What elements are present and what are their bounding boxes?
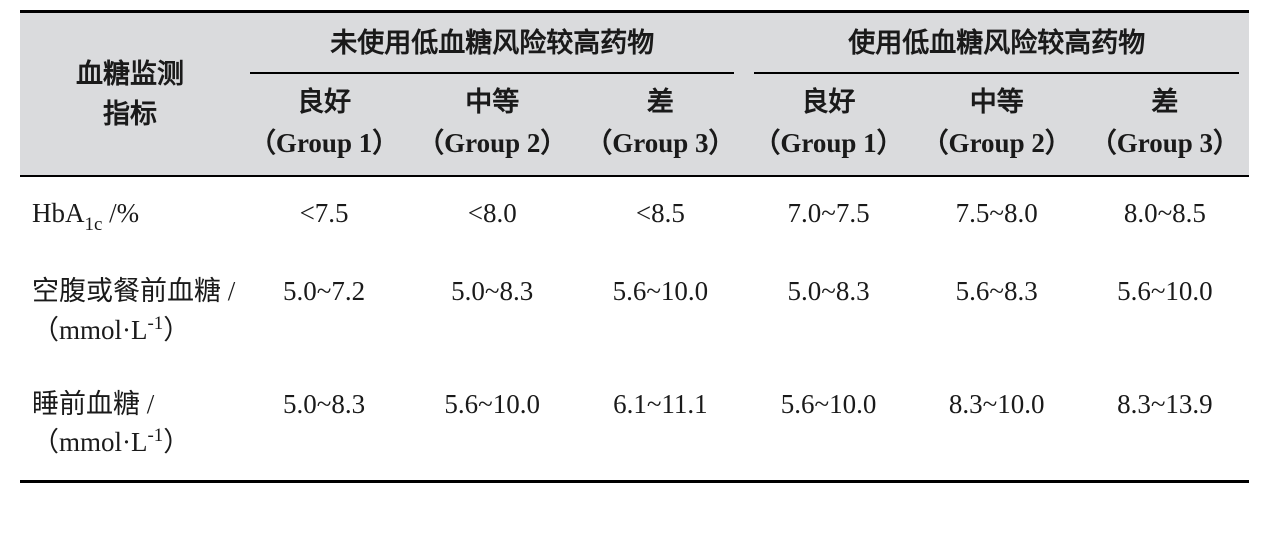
cell: <7.5 [240,176,408,255]
subhead-4-line2: （Group 1） [753,128,903,158]
cell: 8.3~10.0 [913,368,1081,482]
subhead-col-3: 差 （Group 3） [576,74,744,177]
subhead-2-line1: 中等 [465,87,519,117]
table-row: 空腹或餐前血糖 /（mmol·L-1） 5.0~7.2 5.0~8.3 5.6~… [20,255,1249,368]
subhead-col-1: 良好 （Group 1） [240,74,408,177]
row-label: 空腹或餐前血糖 /（mmol·L-1） [20,255,240,368]
table-header: 血糖监测 指标 未使用低血糖风险较高药物 使用低血糖风险较高药物 良好 （Gro… [20,12,1249,177]
subhead-3-line2: （Group 3） [585,128,735,158]
subhead-5-line1: 中等 [970,87,1024,117]
subhead-col-2: 中等 （Group 2） [408,74,576,177]
row-label: HbA1c /% [20,176,240,255]
row-label: 睡前血糖 /（mmol·L-1） [20,368,240,482]
spanner-with-risk: 使用低血糖风险较高药物 [744,12,1249,74]
subhead-5-line2: （Group 2） [922,128,1072,158]
table-body: HbA1c /% <7.5 <8.0 <8.5 7.0~7.5 7.5~8.0 … [20,176,1249,482]
subhead-3-line1: 差 [647,87,674,117]
subhead-col-6: 差 （Group 3） [1081,74,1249,177]
cell: 6.1~11.1 [576,368,744,482]
cell: 5.0~7.2 [240,255,408,368]
cell: 5.6~10.0 [408,368,576,482]
cell: 7.5~8.0 [913,176,1081,255]
table-row: 睡前血糖 /（mmol·L-1） 5.0~8.3 5.6~10.0 6.1~11… [20,368,1249,482]
cell: 8.3~13.9 [1081,368,1249,482]
spanner-no-risk-label: 未使用低血糖风险较高药物 [250,13,734,74]
row-header-title: 血糖监测 指标 [20,12,240,177]
subhead-col-5: 中等 （Group 2） [913,74,1081,177]
cell: 7.0~7.5 [744,176,912,255]
subhead-4-line1: 良好 [802,87,856,117]
cell: 5.0~8.3 [240,368,408,482]
subhead-1-line2: （Group 1） [249,128,399,158]
cell: 5.0~8.3 [744,255,912,368]
cell: 5.6~10.0 [744,368,912,482]
cell: <8.0 [408,176,576,255]
subhead-2-line2: （Group 2） [417,128,567,158]
subhead-6-line1: 差 [1151,87,1178,117]
spanner-no-risk: 未使用低血糖风险较高药物 [240,12,744,74]
row-header-title-line2: 指标 [103,99,157,129]
glucose-targets-table: 血糖监测 指标 未使用低血糖风险较高药物 使用低血糖风险较高药物 良好 （Gro… [20,10,1249,483]
cell: 8.0~8.5 [1081,176,1249,255]
cell: 5.6~10.0 [1081,255,1249,368]
table-row: HbA1c /% <7.5 <8.0 <8.5 7.0~7.5 7.5~8.0 … [20,176,1249,255]
subhead-1-line1: 良好 [297,87,351,117]
spanner-with-risk-label: 使用低血糖风险较高药物 [754,13,1239,74]
cell: 5.6~10.0 [576,255,744,368]
row-header-title-line1: 血糖监测 [76,59,184,89]
cell: 5.6~8.3 [913,255,1081,368]
subhead-6-line2: （Group 3） [1090,128,1240,158]
subhead-col-4: 良好 （Group 1） [744,74,912,177]
cell: <8.5 [576,176,744,255]
cell: 5.0~8.3 [408,255,576,368]
table-container: 血糖监测 指标 未使用低血糖风险较高药物 使用低血糖风险较高药物 良好 （Gro… [0,0,1269,503]
